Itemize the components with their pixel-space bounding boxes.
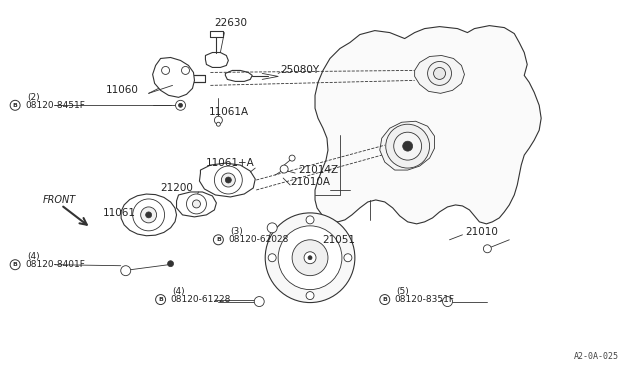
Circle shape xyxy=(483,245,492,253)
Text: 08120-62028: 08120-62028 xyxy=(228,235,289,244)
Circle shape xyxy=(306,216,314,224)
Polygon shape xyxy=(380,121,435,170)
Text: (2): (2) xyxy=(27,93,40,102)
Circle shape xyxy=(267,223,277,233)
Circle shape xyxy=(10,260,20,270)
Text: 21200: 21200 xyxy=(161,183,193,193)
Circle shape xyxy=(386,124,429,168)
Polygon shape xyxy=(121,194,177,236)
Text: 08120-61228: 08120-61228 xyxy=(171,295,231,304)
Circle shape xyxy=(214,166,243,194)
Text: (5): (5) xyxy=(397,287,410,296)
Circle shape xyxy=(433,67,445,79)
Text: FRONT: FRONT xyxy=(43,195,76,205)
Text: B: B xyxy=(216,237,221,242)
Circle shape xyxy=(289,155,295,161)
Circle shape xyxy=(161,67,170,74)
Text: (4): (4) xyxy=(173,287,185,296)
Circle shape xyxy=(265,213,355,302)
Circle shape xyxy=(182,67,189,74)
Polygon shape xyxy=(315,26,541,224)
Text: 11060: 11060 xyxy=(106,85,139,95)
Text: (3): (3) xyxy=(230,227,243,236)
Circle shape xyxy=(442,296,452,307)
Circle shape xyxy=(380,295,390,305)
Circle shape xyxy=(175,100,186,110)
Circle shape xyxy=(278,226,342,290)
Circle shape xyxy=(292,240,328,276)
Circle shape xyxy=(186,194,207,214)
Circle shape xyxy=(344,254,352,262)
Polygon shape xyxy=(152,58,195,97)
Circle shape xyxy=(10,100,20,110)
Text: 08120-8451F: 08120-8451F xyxy=(25,101,85,110)
Text: 25080Y: 25080Y xyxy=(280,65,319,76)
Circle shape xyxy=(306,292,314,299)
Text: B: B xyxy=(382,297,387,302)
Polygon shape xyxy=(225,70,252,81)
Circle shape xyxy=(394,132,422,160)
Text: 21014Z: 21014Z xyxy=(298,165,338,175)
Circle shape xyxy=(216,122,220,126)
Circle shape xyxy=(280,165,288,173)
Circle shape xyxy=(213,235,223,245)
Text: 11061A: 11061A xyxy=(209,107,248,117)
Text: 11061+A: 11061+A xyxy=(205,158,254,168)
Circle shape xyxy=(132,199,164,231)
Circle shape xyxy=(156,295,166,305)
Text: 21010: 21010 xyxy=(465,227,499,237)
Circle shape xyxy=(179,103,182,107)
Text: B: B xyxy=(13,103,17,108)
Polygon shape xyxy=(415,55,465,93)
Circle shape xyxy=(308,256,312,260)
Circle shape xyxy=(403,141,413,151)
Circle shape xyxy=(304,252,316,264)
Text: B: B xyxy=(158,297,163,302)
Circle shape xyxy=(254,296,264,307)
Circle shape xyxy=(193,200,200,208)
Polygon shape xyxy=(205,52,228,67)
Text: 08120-8351F: 08120-8351F xyxy=(395,295,454,304)
Polygon shape xyxy=(177,192,216,217)
Text: 11061: 11061 xyxy=(103,208,136,218)
Circle shape xyxy=(428,61,451,86)
Text: (4): (4) xyxy=(27,252,40,261)
Circle shape xyxy=(221,173,236,187)
Circle shape xyxy=(121,266,131,276)
Circle shape xyxy=(168,261,173,267)
Text: 21010A: 21010A xyxy=(290,177,330,187)
Circle shape xyxy=(214,116,222,124)
Circle shape xyxy=(268,254,276,262)
Polygon shape xyxy=(200,163,255,197)
Text: 08120-8401F: 08120-8401F xyxy=(25,260,85,269)
Circle shape xyxy=(146,212,152,218)
Text: B: B xyxy=(13,262,17,267)
Circle shape xyxy=(141,207,157,223)
Text: A2-0A-025: A2-0A-025 xyxy=(574,352,619,361)
Circle shape xyxy=(225,177,231,183)
Text: 21051: 21051 xyxy=(322,235,355,245)
Text: 22630: 22630 xyxy=(214,17,248,28)
